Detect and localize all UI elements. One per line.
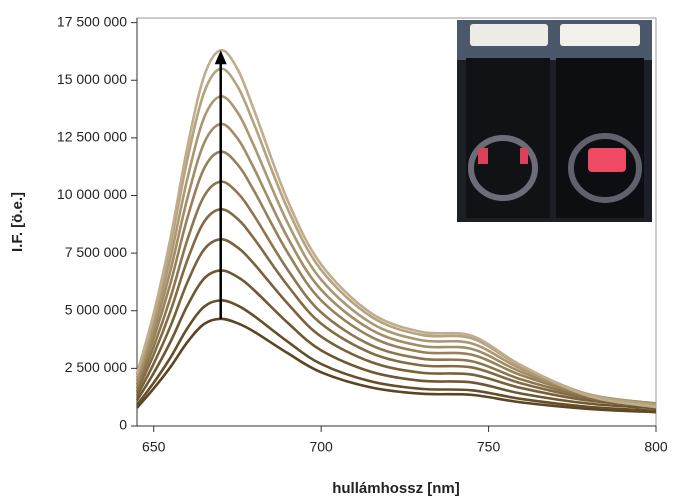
holder-window xyxy=(568,133,642,203)
y-tick-label: 0 xyxy=(119,417,127,433)
spectrum-line xyxy=(135,67,657,407)
y-tick-label: 5 000 000 xyxy=(65,301,127,317)
spectrum-line xyxy=(135,237,657,408)
y-tick-label: 7 500 000 xyxy=(65,244,127,260)
spectrum-line xyxy=(135,269,657,410)
holder-window xyxy=(468,135,538,201)
spectrum-line xyxy=(135,48,657,409)
spectrum-line xyxy=(135,150,657,405)
inset-photo xyxy=(457,20,652,222)
y-tick-label: 17 500 000 xyxy=(57,13,127,29)
x-tick-label: 750 xyxy=(477,439,501,455)
spectrum-line xyxy=(136,317,657,414)
cuvette-cap xyxy=(560,24,640,46)
spectrum-line xyxy=(135,95,657,406)
y-tick-label: 10 000 000 xyxy=(57,186,127,202)
spectrum-line xyxy=(135,122,657,405)
red-glow xyxy=(588,148,626,172)
y-tick-label: 15 000 000 xyxy=(57,71,127,87)
plot-area: 0 2 500 000 5 000 000 7 500 000 10 000 000 12… xyxy=(57,13,668,454)
spectrum-line xyxy=(135,208,657,407)
red-glow xyxy=(520,148,528,164)
x-axis-title: hullámhossz [nm] xyxy=(332,480,460,497)
spectrum-line xyxy=(135,299,657,413)
spectrum-line xyxy=(135,180,657,406)
red-glow xyxy=(478,148,488,164)
arrow-head xyxy=(214,50,227,65)
x-tick-label: 650 xyxy=(142,439,166,455)
y-tick-label: 12 500 000 xyxy=(57,129,127,145)
y-tick-label: 2 500 000 xyxy=(65,359,127,375)
y-axis-title: I.F. [ö.e.] xyxy=(9,192,26,252)
x-tick-label: 700 xyxy=(309,439,333,455)
x-tick-label: 800 xyxy=(644,439,668,455)
cuvette-cap xyxy=(470,24,548,46)
